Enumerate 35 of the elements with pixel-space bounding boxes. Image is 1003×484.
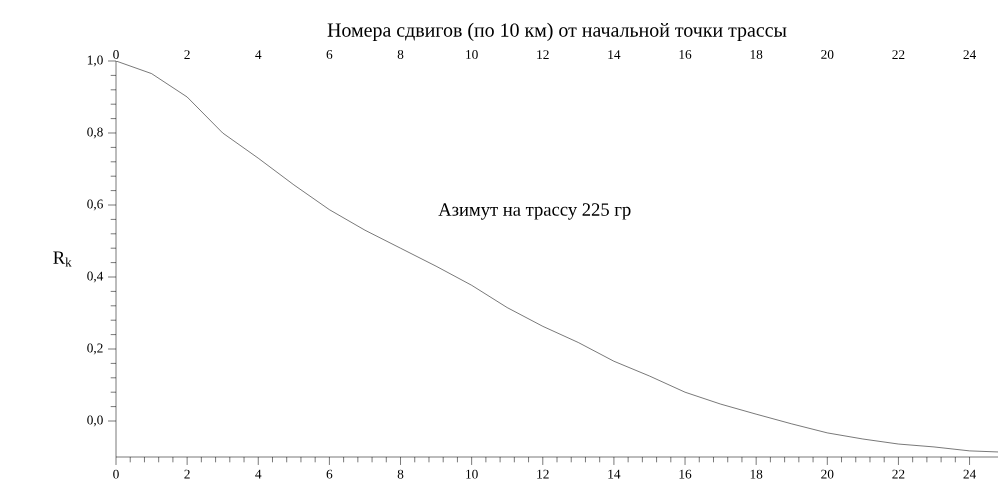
x2-tick-label: 2: [184, 469, 190, 479]
y-tick-label: 1,0: [87, 55, 103, 67]
x-tick-label: 4: [255, 50, 262, 59]
x2-tick-label: 16: [679, 469, 692, 479]
y-tick-label: 0,8: [87, 127, 103, 139]
x2-tick-label: 4: [255, 469, 262, 479]
x2-tick-label: 14: [608, 469, 621, 479]
x2-tick-label: 18: [750, 469, 763, 479]
x-tick-label: 16: [679, 50, 692, 59]
x2-tick-label: 6: [326, 469, 333, 479]
x-tick-label: 2: [184, 50, 190, 59]
y-axis-title: R$_{k}$: [53, 251, 72, 267]
x2-tick-label: 20: [821, 469, 834, 479]
x2-axis-title: Номера сдвигов (по 10 км) от начальной точки трассы: [327, 22, 787, 41]
y-tick-label: 0,0: [87, 415, 103, 427]
x-tick-label: 8: [397, 49, 404, 59]
x-tick-label: 20: [821, 49, 834, 59]
y-tick-label: 0,2: [87, 343, 103, 355]
x-tick-label: 24: [963, 50, 976, 59]
annotation: Азимут на трассу 225 гр: [438, 203, 631, 220]
x2-tick-label: 12: [537, 469, 549, 479]
x2-tick-label: 10: [466, 469, 478, 479]
x-tick-label: 6: [326, 50, 333, 59]
x2-tick-label: 24: [963, 469, 976, 479]
x-tick-label: 14: [608, 50, 621, 59]
x2-tick-label: 8: [397, 469, 404, 479]
x-tick-label: 22: [892, 50, 905, 59]
x2-tick-label: 0: [113, 469, 119, 479]
x-tick-label: 0: [113, 49, 119, 59]
x-tick-label: 18: [750, 49, 763, 59]
x2-tick-label: 22: [892, 469, 905, 479]
y-tick-label: 0,4: [87, 271, 104, 283]
y-tick-label: 0,6: [87, 199, 103, 211]
x-tick-label: 12: [537, 50, 549, 59]
x-tick-label: 10: [466, 49, 478, 59]
